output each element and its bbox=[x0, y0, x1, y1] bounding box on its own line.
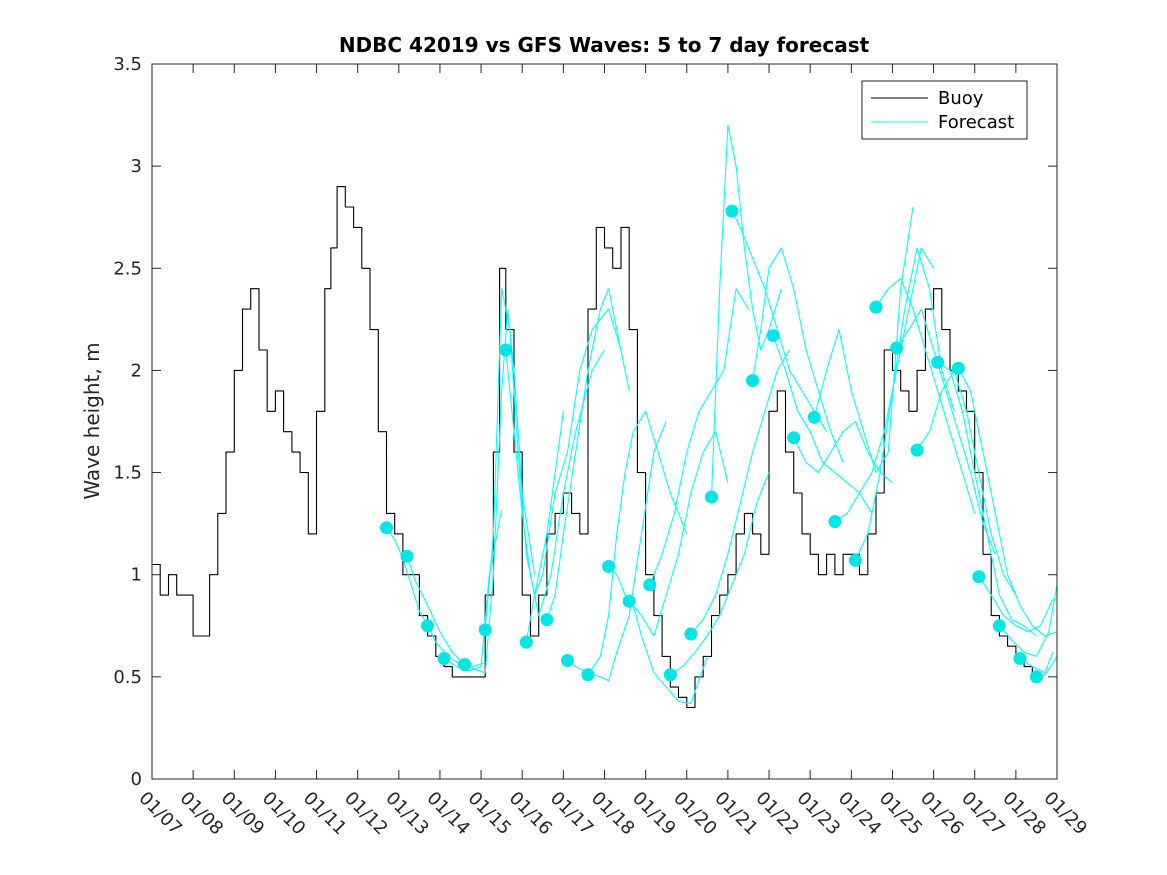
plot-area bbox=[152, 64, 1057, 779]
legend-buoy-label: Buoy bbox=[938, 88, 984, 109]
forecast-start-marker bbox=[519, 635, 533, 649]
buoy-series-line bbox=[152, 186, 1033, 709]
forecast-start-marker bbox=[400, 549, 414, 563]
y-tick-label: 0 bbox=[131, 769, 142, 790]
chart-title: NDBC 42019 vs GFS Waves: 5 to 7 day fore… bbox=[339, 33, 870, 57]
forecast-start-marker bbox=[705, 490, 718, 504]
y-tick-label: 2.5 bbox=[113, 258, 142, 279]
forecast-start-marker bbox=[746, 374, 760, 388]
forecast-series-line bbox=[386, 527, 433, 633]
forecast-start-marker bbox=[663, 668, 677, 682]
forecast-series-line bbox=[854, 247, 955, 561]
forecast-series-line bbox=[649, 288, 749, 586]
forecast-series-line bbox=[793, 420, 893, 484]
forecast-series-line bbox=[710, 124, 782, 498]
forecast-start-marker bbox=[380, 521, 393, 535]
forecast-start-marker bbox=[807, 410, 821, 424]
forecast-start-marker bbox=[787, 431, 801, 445]
forecast-start-marker bbox=[540, 613, 554, 627]
legend: Buoy Forecast bbox=[861, 80, 1028, 140]
forecast-series-line bbox=[690, 349, 791, 635]
legend-forecast-label: Forecast bbox=[938, 112, 1014, 133]
forecast-start-marker bbox=[561, 654, 574, 667]
forecast-series-line bbox=[608, 566, 708, 704]
y-tick-label: 3 bbox=[131, 156, 142, 177]
y-axis-label: Wave height, m bbox=[80, 342, 104, 499]
forecast-series-line bbox=[567, 421, 667, 682]
y-tick-label: 1 bbox=[131, 565, 142, 586]
y-tick-label: 0.5 bbox=[113, 667, 142, 688]
forecast-start-marker bbox=[499, 343, 513, 357]
forecast-series-line bbox=[669, 472, 770, 676]
forecast-start-marker bbox=[890, 341, 904, 355]
forecast-series-line bbox=[896, 308, 996, 555]
forecast-series-line bbox=[752, 247, 844, 463]
forecast-series-line bbox=[406, 556, 465, 665]
forecast-start-marker bbox=[869, 300, 883, 314]
legend-box bbox=[861, 80, 1028, 140]
forecast-start-marker bbox=[1013, 652, 1027, 665]
forecast-start-marker bbox=[992, 619, 1006, 633]
forecast-start-marker bbox=[1029, 670, 1043, 684]
forecast-start-marker bbox=[910, 443, 924, 457]
forecast-series-line bbox=[546, 288, 630, 620]
forecast-series-line bbox=[427, 625, 486, 668]
forecast-series-line bbox=[937, 361, 1037, 637]
forecast-series-line bbox=[505, 349, 605, 617]
forecast-start-marker bbox=[421, 619, 435, 633]
forecast-start-marker bbox=[951, 361, 965, 375]
forecast-series-line bbox=[484, 288, 564, 630]
forecast-series-line bbox=[998, 584, 1058, 657]
y-tick-label: 3.5 bbox=[113, 54, 142, 75]
forecast-start-marker bbox=[931, 355, 945, 369]
forecast-start-marker bbox=[828, 515, 842, 529]
forecast-series-line bbox=[628, 431, 729, 637]
forecast-start-marker bbox=[622, 594, 636, 608]
forecast-series-line bbox=[587, 410, 688, 676]
forecast-start-marker bbox=[725, 204, 739, 218]
forecast-start-marker bbox=[972, 570, 986, 584]
forecast-series-line bbox=[772, 335, 873, 514]
marker-layer bbox=[380, 204, 1043, 684]
y-tick-label: 2 bbox=[131, 360, 142, 381]
forecast-series-line bbox=[916, 369, 1017, 596]
forecast-series-line bbox=[525, 308, 622, 643]
forecast-start-marker bbox=[766, 329, 780, 343]
forecast-start-marker bbox=[458, 658, 472, 672]
forecast-series-line bbox=[978, 576, 1054, 633]
forecast-start-marker bbox=[848, 553, 862, 567]
forecast-start-marker bbox=[437, 652, 451, 665]
y-axis-ticks: 0 0.5 1 1.5 2 2.5 3 3.5 bbox=[113, 54, 1057, 790]
forecast-series-line bbox=[957, 368, 1058, 637]
forecast-start-marker bbox=[684, 627, 698, 641]
forecast-series-line bbox=[464, 308, 536, 674]
forecast-start-marker bbox=[478, 623, 492, 637]
y-tick-label: 1.5 bbox=[113, 463, 142, 484]
forecast-start-marker bbox=[643, 578, 657, 592]
forecast-start-marker bbox=[581, 668, 595, 682]
forecast-series-line bbox=[1019, 652, 1054, 674]
forecast-start-marker bbox=[602, 560, 616, 573]
forecast-series-line bbox=[731, 210, 828, 432]
series-layer bbox=[152, 124, 1058, 709]
forecast-series-line bbox=[875, 277, 976, 514]
forecast-series-line bbox=[834, 247, 935, 523]
